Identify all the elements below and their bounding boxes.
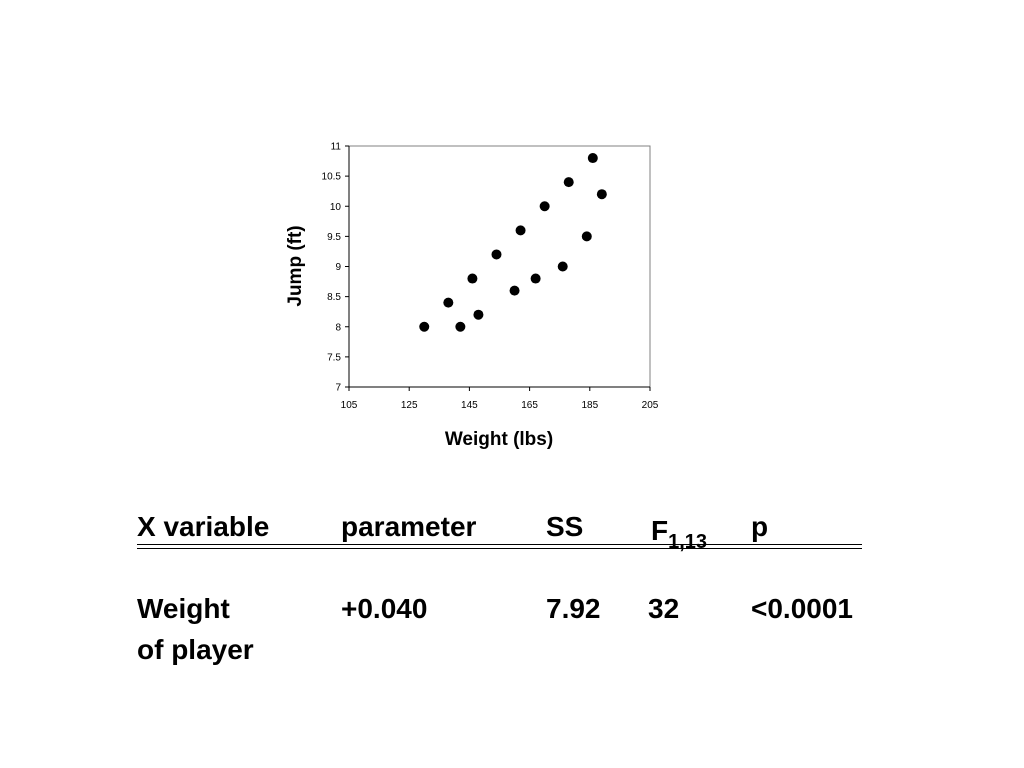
row-p: <0.0001 xyxy=(751,593,853,624)
data-point xyxy=(455,321,466,332)
header-rule-top xyxy=(137,544,862,545)
y-tick-label: 10 xyxy=(330,202,342,213)
y-tick-label: 10.5 xyxy=(322,172,342,183)
header-f-letter: F xyxy=(651,515,669,546)
data-point xyxy=(443,297,454,308)
header-ss: SS xyxy=(546,511,584,542)
data-points xyxy=(419,153,607,332)
y-tick-label: 9 xyxy=(335,262,341,273)
header-rule-bottom xyxy=(137,548,862,549)
row-ss: 7.92 xyxy=(546,593,601,624)
row-f: 32 xyxy=(648,593,680,624)
x-tick-label: 205 xyxy=(642,400,659,411)
x-tick-label: 145 xyxy=(461,400,478,411)
data-point xyxy=(509,285,520,296)
row-x-variable-line2: of player xyxy=(137,634,254,665)
data-point xyxy=(596,189,607,200)
data-point xyxy=(557,261,568,272)
data-point xyxy=(419,321,430,332)
row-x-variable-line1: Weight xyxy=(137,593,230,624)
y-tick-label: 8.5 xyxy=(327,292,341,303)
data-point xyxy=(581,231,592,242)
header-f-subscript: 1,13 xyxy=(668,531,708,553)
plot-area-frame xyxy=(348,145,651,388)
header-x-variable: X variable xyxy=(137,511,270,542)
x-tick-label: 165 xyxy=(521,400,538,411)
x-axis-ticks: 105 125 145 165 185 205 xyxy=(341,387,659,411)
x-tick-label: 105 xyxy=(341,400,358,411)
x-tick-label: 185 xyxy=(581,400,598,411)
y-tick-label: 11 xyxy=(331,142,342,153)
y-axis-ticks: 7 7.5 8 8.5 9 9.5 10 10.5 11 xyxy=(322,142,349,394)
data-point xyxy=(563,177,574,188)
data-point xyxy=(515,225,526,236)
data-point xyxy=(530,273,541,284)
data-point xyxy=(473,309,484,320)
y-tick-label: 7.5 xyxy=(327,352,341,363)
y-tick-label: 8 xyxy=(335,322,341,333)
y-tick-label: 9.5 xyxy=(327,232,341,243)
header-f: F1,13 xyxy=(651,514,708,553)
y-tick-label: 7 xyxy=(335,383,341,394)
row-parameter: +0.040 xyxy=(341,593,428,624)
x-axis-title: Weight (lbs) xyxy=(445,429,553,450)
data-point xyxy=(467,273,478,284)
header-parameter: parameter xyxy=(341,511,477,542)
data-point xyxy=(491,249,502,260)
y-axis-title: Jump (ft) xyxy=(285,225,306,306)
data-point xyxy=(587,153,598,164)
data-point xyxy=(539,201,550,212)
header-p: p xyxy=(751,511,769,542)
x-tick-label: 125 xyxy=(401,400,418,411)
